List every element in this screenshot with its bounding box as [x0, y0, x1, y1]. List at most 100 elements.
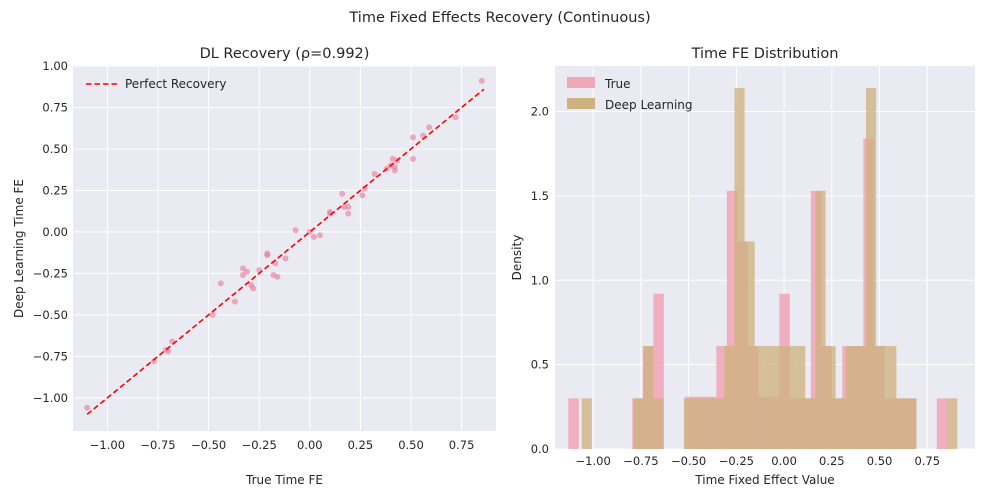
scatter-point	[240, 272, 247, 279]
scatter-y-tick-label: 0.25	[42, 183, 68, 197]
histogram-bar-deep-learning	[805, 398, 816, 449]
legend-swatch-true	[567, 77, 595, 88]
histogram-bar-deep-learning	[633, 398, 644, 449]
scatter-point	[410, 134, 417, 141]
scatter-y-tick-labels: −1.00 −0.75 −0.50 −0.25 0.00 0.25 0.50 0.75 1.00	[33, 59, 68, 405]
histogram-bar-deep-learning	[855, 346, 866, 449]
histogram-bar-deep-learning	[744, 241, 755, 449]
histogram-bar-deep-learning	[643, 346, 654, 449]
histogram-bar-deep-learning	[845, 346, 856, 449]
histogram-bars-deep-learning	[581, 87, 958, 450]
legend-swatch-deep-learning	[567, 98, 595, 109]
scatter-point	[217, 280, 224, 287]
scatter-point	[391, 164, 398, 171]
histogram-bar-true	[716, 346, 727, 449]
histogram-legend: True Deep Learning	[567, 77, 693, 112]
scatter-x-tick-label: 0.75	[449, 438, 475, 452]
scatter-y-tick-label: −0.50	[33, 308, 68, 322]
histogram-y-axis-label: Density	[510, 235, 524, 281]
histogram-bar-deep-learning	[815, 190, 826, 450]
scatter-x-tick-label: 0.50	[398, 438, 424, 452]
scatter-title: DL Recovery (ρ=0.992)	[200, 46, 370, 62]
histogram-x-tick-labels: −1.00 −0.75 −0.50 −0.25 0.00 0.25 0.50 0.75	[576, 454, 941, 468]
scatter-point	[264, 252, 271, 259]
histogram-bar-deep-learning	[683, 398, 694, 449]
scatter-point	[209, 311, 216, 318]
histogram-y-tick-label: 0.0	[531, 442, 549, 456]
histogram-bar-deep-learning	[876, 346, 887, 449]
histogram-bar-deep-learning	[896, 398, 907, 449]
histogram-bar-true	[568, 398, 579, 449]
perfect-recovery-line	[86, 88, 485, 416]
legend-label-perfect-recovery: Perfect Recovery	[125, 77, 227, 91]
scatter-point	[84, 404, 91, 411]
histogram-bar-deep-learning	[704, 398, 715, 449]
histogram-bar-deep-learning	[724, 346, 735, 449]
histogram-bar-true	[936, 398, 948, 449]
histogram-y-tick-labels: 0.0 0.5 1.0 1.5 2.0	[531, 105, 549, 456]
figure-suptitle: Time Fixed Effects Recovery (Continuous)	[348, 10, 650, 26]
scatter-point	[292, 227, 299, 234]
legend-label-true: True	[604, 77, 631, 91]
histogram-bar-true	[726, 190, 738, 450]
histogram-bar-deep-learning	[581, 398, 592, 449]
scatter-point	[310, 233, 317, 240]
scatter-point	[282, 255, 289, 262]
histogram-panel: −1.00 −0.75 −0.50 −0.25 0.00 0.25 0.50 0.75 0.0…	[510, 46, 975, 487]
scatter-point	[339, 190, 346, 197]
histogram-bar-deep-learning	[774, 346, 786, 449]
scatter-x-tick-label: −0.50	[191, 438, 226, 452]
scatter-y-tick-label: −0.75	[33, 349, 68, 363]
scatter-x-tick-label: −0.25	[242, 438, 277, 452]
histogram-bar-deep-learning	[714, 398, 725, 449]
histogram-bar-deep-learning	[764, 346, 775, 449]
histogram-x-tick-label: 0.00	[771, 454, 797, 468]
histogram-title: Time FE Distribution	[691, 46, 839, 62]
scatter-point	[452, 114, 459, 121]
histogram-x-tick-label: −0.75	[623, 454, 658, 468]
histogram-y-tick-label: 2.0	[531, 105, 549, 119]
scatter-point	[244, 268, 251, 275]
histogram-bar-deep-learning	[754, 346, 765, 449]
histogram-x-tick-label: 0.25	[819, 454, 845, 468]
scatter-x-tick-label: −1.00	[90, 438, 125, 452]
scatter-x-axis-label: True Time FE	[245, 473, 323, 487]
histogram-x-tick-label: −0.50	[671, 454, 706, 468]
scatter-point	[316, 232, 323, 239]
scatter-y-tick-label: 0.75	[42, 100, 68, 114]
scatter-point	[345, 204, 352, 211]
histogram-x-tick-label: 0.75	[914, 454, 940, 468]
histogram-bar-deep-learning	[835, 398, 846, 449]
scatter-point	[359, 192, 366, 199]
histogram-bar-deep-learning	[734, 87, 745, 449]
scatter-x-tick-label: 0.25	[348, 438, 374, 452]
scatter-point	[371, 170, 378, 177]
histogram-x-tick-label: −1.00	[576, 454, 611, 468]
scatter-point	[150, 358, 157, 365]
scatter-y-tick-label: 0.50	[42, 142, 68, 156]
histogram-bar-deep-learning	[653, 398, 664, 449]
scatter-legend: Perfect Recovery	[86, 77, 227, 91]
scatter-point	[274, 273, 281, 280]
scatter-y-tick-label: −0.25	[33, 266, 68, 280]
scatter-gridlines	[73, 65, 496, 431]
scatter-x-tick-labels: −1.00 −0.75 −0.50 −0.25 0.00 0.25 0.50 0.75	[90, 438, 475, 452]
scatter-x-tick-label: 0.00	[297, 438, 323, 452]
histogram-bar-deep-learning	[693, 398, 705, 449]
histogram-bar-deep-learning	[785, 346, 796, 449]
scatter-point	[410, 155, 417, 162]
scatter-y-axis-label: Deep Learning Time FE	[12, 179, 26, 318]
scatter-plot-area	[73, 66, 496, 431]
histogram-x-tick-label: 0.50	[867, 454, 893, 468]
histogram-bar-deep-learning	[825, 346, 836, 449]
scatter-point	[250, 285, 257, 292]
scatter-point	[426, 124, 433, 131]
histogram-y-tick-label: 1.5	[531, 189, 549, 203]
histogram-bar-deep-learning	[886, 346, 897, 449]
scatter-panel: −1.00 −0.75 −0.50 −0.25 0.00 0.25 0.50 0.75 −1.…	[12, 46, 496, 487]
scatter-point	[478, 77, 485, 84]
histogram-y-tick-label: 0.5	[531, 358, 549, 372]
histogram-x-tick-label: −0.25	[719, 454, 754, 468]
histogram-bar-deep-learning	[795, 346, 806, 449]
